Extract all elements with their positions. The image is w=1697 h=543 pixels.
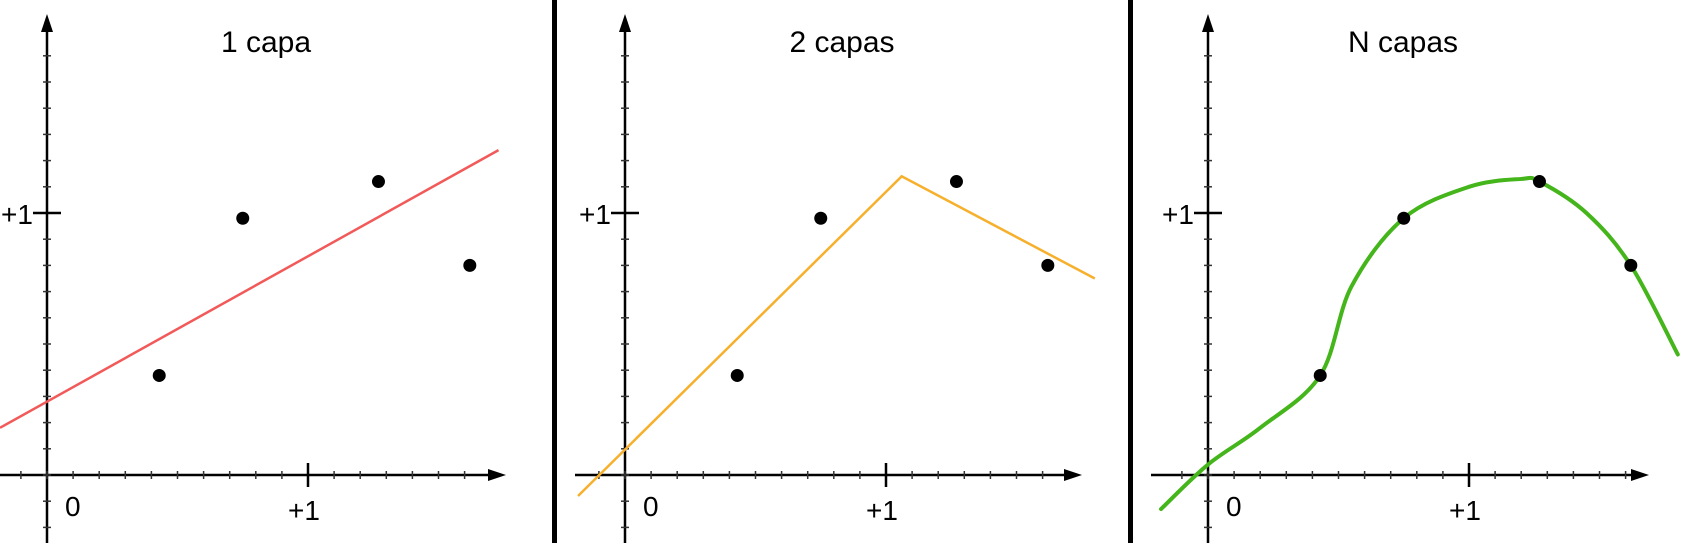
- panel-title: 1 capa: [221, 26, 311, 59]
- x-tick-label-1: +1: [1449, 495, 1481, 526]
- x-tick-label-1: +1: [288, 495, 320, 526]
- chart-panel-1: 0 +1 +1 1 capa: [0, 14, 506, 543]
- fit-line: [0, 149, 500, 429]
- fit-polyline: [577, 174, 1096, 497]
- data-point: [949, 175, 963, 189]
- y-axis-arrow: [41, 14, 53, 32]
- y-axis-arrow: [619, 14, 631, 32]
- data-point: [236, 211, 250, 225]
- chart-panel-3: 0 +1 +1 N capas: [1151, 14, 1680, 543]
- y-tick-label-1: +1: [579, 199, 611, 230]
- y-axis-arrow: [1202, 14, 1214, 32]
- x-tick-label-0: 0: [643, 491, 659, 522]
- x-tick-label-1: +1: [866, 495, 898, 526]
- data-point: [371, 175, 385, 189]
- fit-curve: [1159, 175, 1680, 512]
- data-point: [1041, 258, 1055, 272]
- data-point: [1313, 368, 1327, 382]
- data-point: [152, 368, 166, 382]
- data-point: [730, 368, 744, 382]
- y-tick-label-1: +1: [1, 199, 33, 230]
- chart-panel-2: 0 +1 +1 2 capas: [575, 14, 1096, 543]
- x-axis-arrow: [1064, 469, 1082, 481]
- data-point: [463, 258, 477, 272]
- data-point: [814, 211, 828, 225]
- data-point: [1397, 211, 1411, 225]
- y-tick-label-1: +1: [1162, 199, 1194, 230]
- fit-group: [1159, 175, 1680, 512]
- x-axis-arrow: [1631, 469, 1649, 481]
- fit-group: [0, 149, 500, 429]
- x-tick-label-0: 0: [65, 491, 81, 522]
- x-axis-arrow: [488, 469, 506, 481]
- panel-title: N capas: [1348, 26, 1458, 59]
- fit-group: [577, 174, 1096, 497]
- panel-title: 2 capas: [789, 26, 894, 59]
- data-point: [1532, 175, 1546, 189]
- panel-divider: [552, 0, 557, 543]
- data-point: [1624, 258, 1638, 272]
- panel-divider: [1128, 0, 1133, 543]
- x-tick-label-0: 0: [1226, 491, 1242, 522]
